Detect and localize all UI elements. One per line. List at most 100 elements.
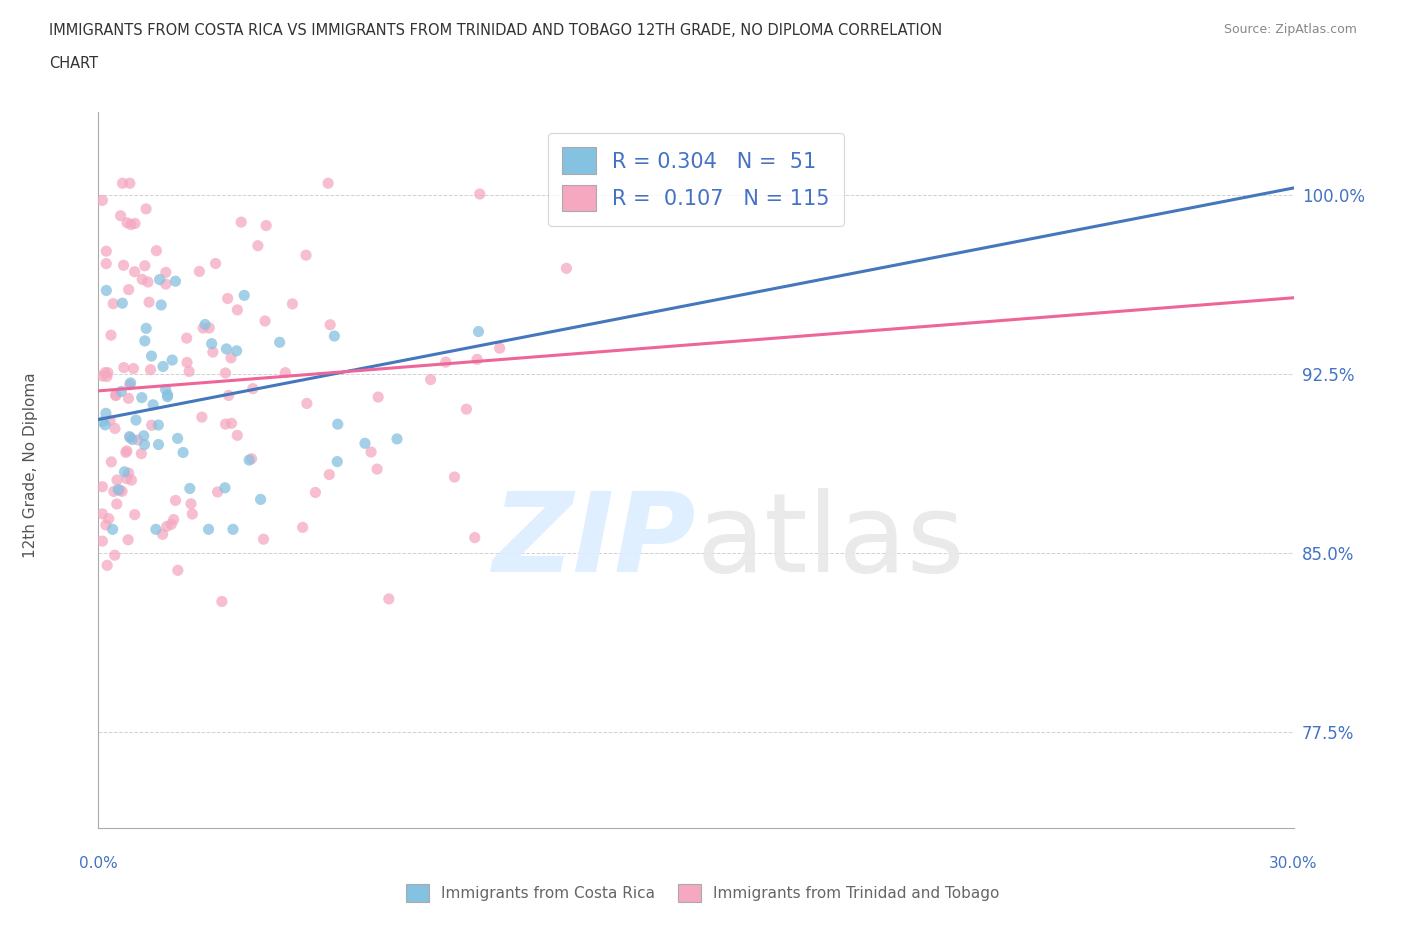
Point	[156, 390, 179, 405]
Point	[319, 317, 342, 332]
Text: ZIP: ZIP	[492, 487, 696, 595]
Point	[201, 337, 224, 352]
Point	[100, 327, 122, 342]
Point	[295, 247, 318, 262]
Point	[198, 321, 221, 336]
Point	[111, 484, 134, 498]
Point	[114, 445, 136, 459]
Point	[94, 418, 117, 432]
Point	[134, 334, 156, 349]
Point	[468, 187, 491, 202]
Point	[155, 382, 177, 397]
Point	[160, 352, 183, 367]
Point	[366, 461, 388, 476]
Point	[238, 453, 260, 468]
Point	[163, 512, 186, 527]
Point	[141, 349, 163, 364]
Point	[194, 317, 217, 332]
Point	[304, 485, 326, 500]
Point	[120, 472, 142, 487]
Point	[97, 512, 120, 526]
Point	[149, 272, 172, 287]
Text: atlas: atlas	[696, 487, 965, 595]
Point	[125, 413, 148, 428]
Point	[91, 507, 114, 522]
Point	[112, 258, 135, 272]
Point	[135, 321, 157, 336]
Point	[226, 302, 249, 317]
Point	[246, 238, 269, 253]
Point	[94, 517, 117, 532]
Point	[215, 341, 238, 356]
Point	[240, 451, 263, 466]
Point	[118, 466, 141, 481]
Point	[107, 483, 129, 498]
Point	[142, 397, 165, 412]
Point	[204, 256, 226, 271]
Point	[110, 384, 132, 399]
Point	[221, 416, 243, 431]
Point	[117, 532, 139, 547]
Point	[166, 563, 188, 578]
Point	[94, 405, 117, 420]
Point	[219, 351, 242, 365]
Point	[131, 272, 153, 286]
Point	[156, 519, 179, 534]
Point	[165, 273, 187, 288]
Point	[91, 368, 114, 383]
Point	[131, 446, 153, 461]
Point	[104, 421, 127, 436]
Point	[134, 259, 156, 273]
Point	[555, 261, 578, 276]
Point	[114, 464, 136, 479]
Point	[120, 430, 142, 445]
Point	[254, 313, 277, 328]
Point	[188, 264, 211, 279]
Point	[127, 432, 149, 447]
Legend: Immigrants from Costa Rica, Immigrants from Trinidad and Tobago: Immigrants from Costa Rica, Immigrants f…	[401, 878, 1005, 909]
Point	[467, 324, 489, 339]
Point	[118, 176, 141, 191]
Point	[179, 364, 201, 379]
Point	[150, 298, 173, 312]
Text: 0.0%: 0.0%	[79, 856, 118, 870]
Point	[101, 522, 124, 537]
Point	[104, 388, 127, 403]
Point	[179, 481, 201, 496]
Point	[254, 219, 277, 233]
Point	[318, 467, 340, 482]
Point	[242, 381, 264, 396]
Point	[134, 437, 156, 452]
Point	[108, 483, 131, 498]
Point	[378, 591, 401, 606]
Point	[214, 417, 236, 432]
Point	[118, 429, 141, 444]
Point	[103, 296, 125, 311]
Point	[419, 372, 441, 387]
Point	[316, 176, 339, 191]
Point	[94, 365, 117, 380]
Point	[91, 414, 114, 429]
Point	[191, 409, 214, 424]
Point	[193, 321, 215, 336]
Point	[100, 455, 122, 470]
Point	[124, 507, 146, 522]
Point	[456, 402, 478, 417]
Point	[291, 520, 314, 535]
Point	[148, 437, 170, 452]
Point	[120, 217, 142, 232]
Point	[181, 507, 204, 522]
Point	[465, 352, 488, 366]
Point	[249, 492, 271, 507]
Point	[145, 522, 167, 537]
Point	[326, 454, 349, 469]
Point	[111, 176, 134, 191]
Point	[152, 359, 174, 374]
Point	[136, 274, 159, 289]
Point	[434, 354, 457, 369]
Point	[105, 472, 128, 487]
Text: IMMIGRANTS FROM COSTA RICA VS IMMIGRANTS FROM TRINIDAD AND TOBAGO 12TH GRADE, NO: IMMIGRANTS FROM COSTA RICA VS IMMIGRANTS…	[49, 23, 942, 38]
Point	[155, 265, 177, 280]
Point	[385, 432, 408, 446]
Point	[124, 264, 146, 279]
